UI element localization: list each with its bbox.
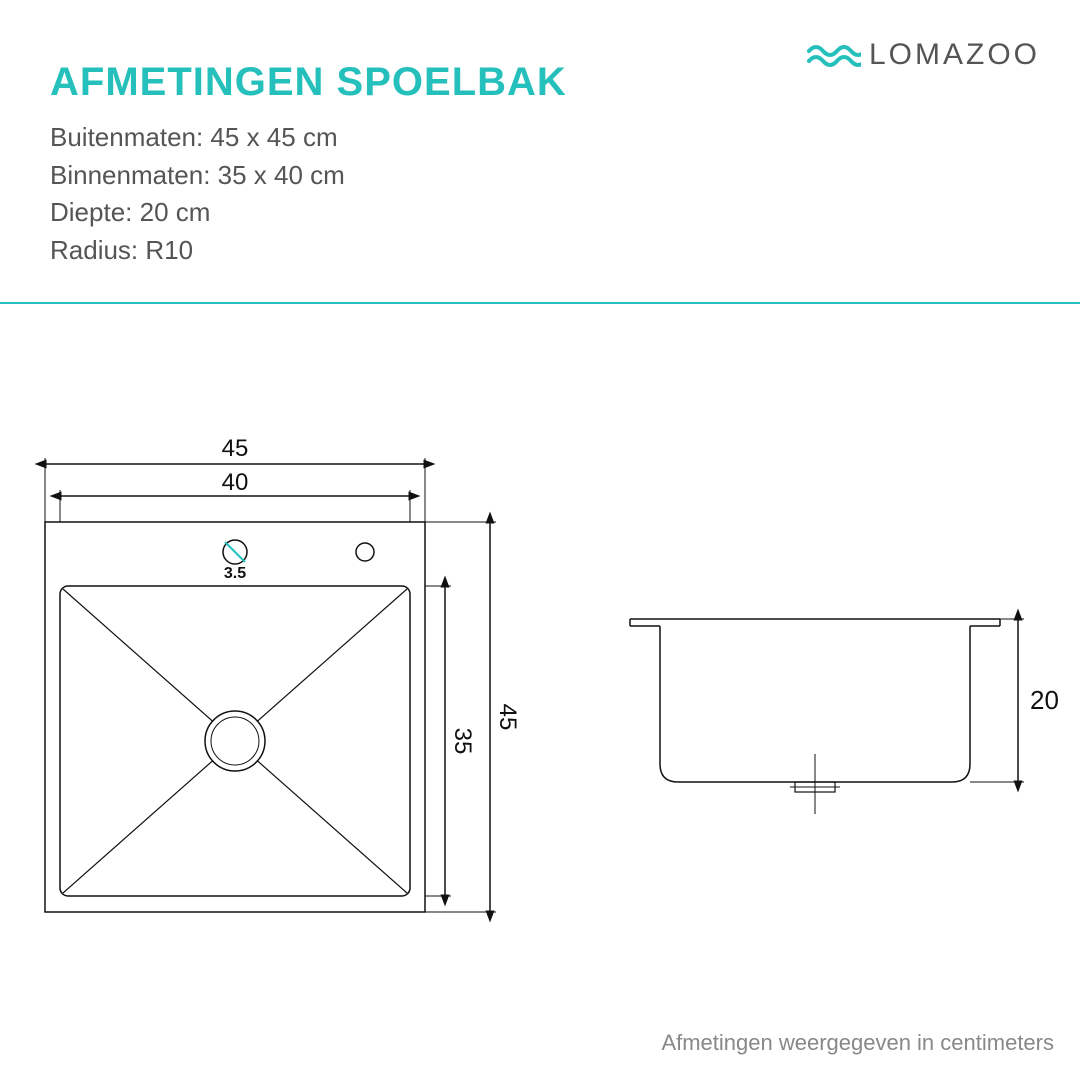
dim-hole: 3.5: [224, 565, 246, 582]
spec-diepte: Diepte: 20 cm: [50, 194, 1080, 232]
dim-outer-h: 45: [494, 703, 521, 730]
spec-radius: Radius: R10: [50, 232, 1080, 270]
diagram-area: 45 40 3.5: [0, 304, 1080, 1004]
footer-note: Afmetingen weergegeven in centimeters: [661, 1030, 1054, 1056]
dim-depth: 20: [1030, 685, 1059, 715]
top-view-drawing: 45 40 3.5: [45, 435, 521, 912]
brand-name: LOMAZOO: [869, 38, 1040, 72]
page-title: AFMETINGEN SPOELBAK: [50, 60, 567, 105]
spec-buitenmaten: Buitenmaten: 45 x 45 cm: [50, 119, 1080, 157]
dim-inner-w: 40: [222, 469, 249, 496]
side-view-drawing: 20: [630, 619, 1059, 814]
spec-list: Buitenmaten: 45 x 45 cm Binnenmaten: 35 …: [50, 119, 1080, 270]
dim-inner-h: 35: [449, 727, 476, 754]
brand-logo: LOMAZOO: [807, 38, 1040, 72]
dim-outer-w: 45: [222, 435, 249, 462]
wave-icon: [807, 41, 861, 69]
spec-binnenmaten: Binnenmaten: 35 x 40 cm: [50, 157, 1080, 195]
